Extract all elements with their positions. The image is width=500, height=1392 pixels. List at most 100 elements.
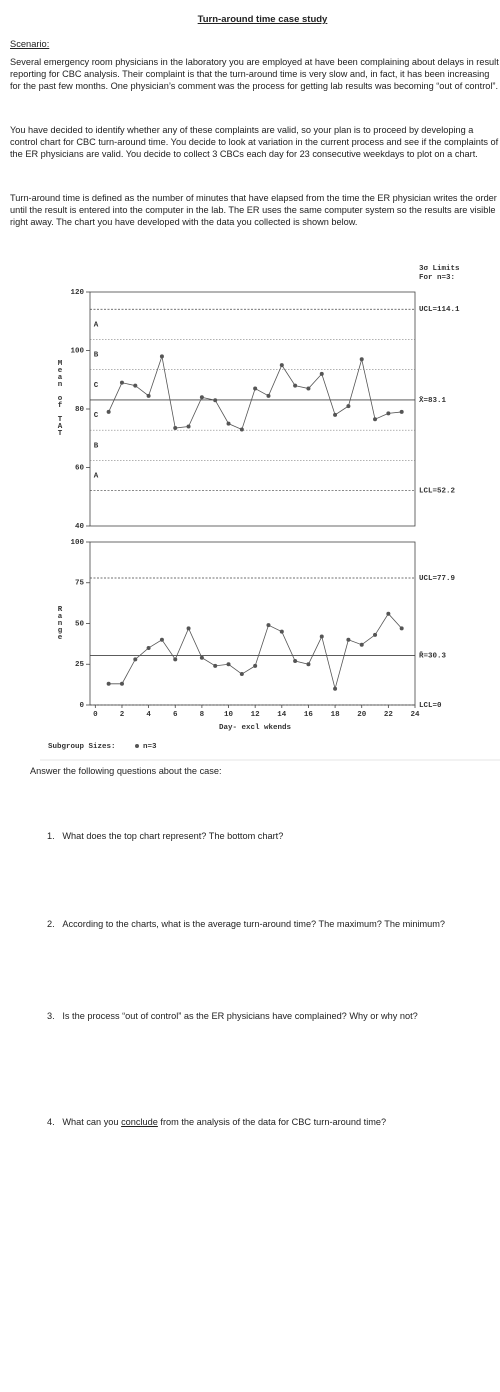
data-point <box>159 637 164 642</box>
x-tick-label: 14 <box>277 711 287 719</box>
y-tick-label: 80 <box>75 406 85 414</box>
data-point <box>373 632 378 637</box>
data-point <box>266 393 271 398</box>
data-point <box>253 663 258 668</box>
control-limit-label: R̄=30.3 <box>419 651 447 660</box>
y-tick-label: 25 <box>75 661 85 669</box>
legend-label: n=3 <box>143 743 157 751</box>
data-point <box>373 417 378 422</box>
x-tick-label: 4 <box>146 711 151 719</box>
y-tick-label: 75 <box>75 580 85 588</box>
y-tick-label: 50 <box>75 620 85 628</box>
legend-marker <box>135 744 139 748</box>
x-tick-label: 12 <box>251 711 261 719</box>
y-tick-label: 40 <box>75 523 85 531</box>
plot-frame <box>89 291 416 527</box>
instructions: Answer the following questions about the… <box>30 766 222 776</box>
x-tick-label: 10 <box>224 711 234 719</box>
question: 3. Is the process “out of control” as th… <box>47 1011 418 1021</box>
zone-label: C <box>94 382 99 390</box>
y-tick-label: 100 <box>70 347 84 355</box>
paragraph: You have decided to identify whether any… <box>10 125 499 160</box>
paragraph: Several emergency room physicians in the… <box>10 57 499 92</box>
control-limit-label: X̄=83.1 <box>419 395 447 404</box>
data-point <box>119 681 124 686</box>
x-tick-label: 6 <box>173 711 178 719</box>
control-limit-label: LCL=52.2 <box>419 487 456 495</box>
x-tick-label: 20 <box>357 711 367 719</box>
data-point <box>146 645 151 650</box>
data-point <box>226 421 231 426</box>
data-point <box>106 409 111 414</box>
x-axis-label: Day- excl wkends <box>219 724 292 732</box>
question: 1. What does the top chart represent? Th… <box>47 831 283 841</box>
limits-heading: 3σ Limits <box>419 265 460 273</box>
data-point <box>119 380 124 385</box>
data-point <box>146 393 151 398</box>
control-charts: 406080100120UCL=114.1X̄=83.1LCL=52.2ABCC… <box>40 265 500 761</box>
data-point <box>213 663 218 668</box>
zone-label: B <box>94 352 99 360</box>
plot-frame <box>89 541 416 706</box>
scenario-heading: Scenario: <box>10 39 50 49</box>
question-number: 4. <box>47 1117 55 1127</box>
data-point <box>359 357 364 362</box>
x-tick-label: 8 <box>200 711 205 719</box>
data-point <box>253 386 258 391</box>
data-point <box>239 427 244 432</box>
data-point <box>399 409 404 414</box>
paragraph: Turn-around time is defined as the numbe… <box>10 193 497 228</box>
data-point <box>346 637 351 642</box>
data-point <box>199 395 204 400</box>
y-tick-label: 60 <box>75 464 85 472</box>
y-tick-label: 120 <box>70 289 84 297</box>
data-point <box>279 363 284 368</box>
x-tick-label: 18 <box>331 711 341 719</box>
data-point <box>266 623 271 628</box>
y-tick-label: 100 <box>70 539 84 547</box>
data-point <box>386 411 391 416</box>
data-point <box>306 662 311 667</box>
y-tick-label: 0 <box>79 702 84 710</box>
data-point <box>106 681 111 686</box>
data-point <box>333 412 338 417</box>
x-tick-label: 2 <box>120 711 125 719</box>
zone-label: B <box>94 442 99 450</box>
question-text: What can you <box>62 1117 122 1127</box>
question-number: 2. <box>47 919 55 929</box>
data-point <box>186 424 191 429</box>
data-point <box>173 426 178 431</box>
question-text: According to the charts, what is the ave… <box>62 919 445 929</box>
limits-heading: For n=3: <box>419 274 455 282</box>
question-text: from the analysis of the data for CBC tu… <box>157 1117 387 1127</box>
zone-label: C <box>94 412 99 420</box>
control-limit-label: UCL=77.9 <box>419 575 456 583</box>
question: 2. According to the charts, what is the … <box>47 919 445 929</box>
x-tick-label: 24 <box>410 711 420 719</box>
data-point <box>159 354 164 359</box>
data-point <box>319 371 324 376</box>
data-point <box>213 398 218 403</box>
legend-title: Subgroup Sizes: <box>48 743 116 751</box>
data-point <box>399 626 404 631</box>
question: 4. What can you conclude from the analys… <box>47 1117 386 1127</box>
data-point <box>306 386 311 391</box>
data-point <box>133 383 138 388</box>
data-point <box>319 634 324 639</box>
data-point <box>346 404 351 409</box>
zone-label: A <box>94 472 99 480</box>
data-point <box>186 626 191 631</box>
zone-label: A <box>94 321 99 329</box>
data-point <box>239 672 244 677</box>
data-point <box>279 629 284 634</box>
data-point <box>173 657 178 662</box>
data-line <box>108 354 402 431</box>
data-point <box>333 686 338 691</box>
y-axis-label: Mean of TAT <box>56 360 64 437</box>
question-text: Is the process “out of control” as the E… <box>62 1011 418 1021</box>
control-limit-label: UCL=114.1 <box>419 306 460 314</box>
question-number: 1. <box>47 831 55 841</box>
data-point <box>293 658 298 663</box>
question-number: 3. <box>47 1011 55 1021</box>
